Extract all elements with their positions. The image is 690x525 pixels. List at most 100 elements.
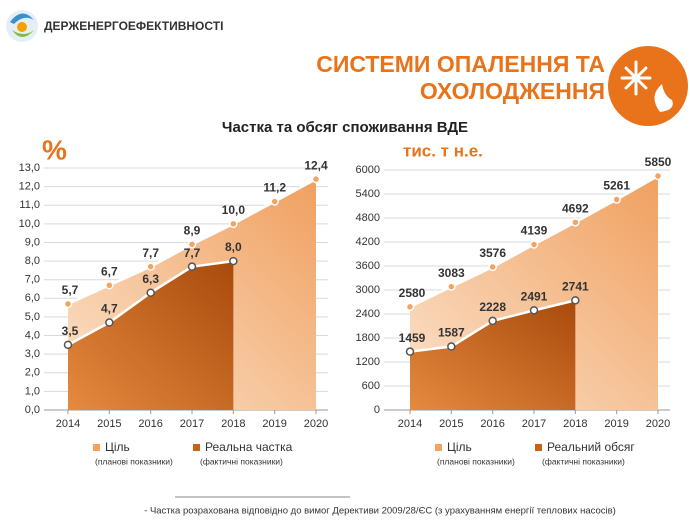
legend-swatch — [535, 444, 542, 451]
point — [187, 262, 197, 271]
x-tick-label: 2015 — [97, 418, 121, 430]
legend-swatch — [193, 444, 200, 451]
org-name: ДЕРЖЕНЕРГОЕФЕКТИВНОСТІ — [44, 19, 223, 33]
point — [488, 316, 497, 326]
legend-label: Ціль — [447, 440, 472, 454]
data-label: 2741 — [562, 280, 589, 294]
y-tick-label: 8,0 — [25, 255, 40, 267]
slide-title: СИСТЕМИ ОПАЛЕННЯ ТА — [316, 51, 605, 77]
point — [229, 256, 238, 266]
data-label: 8,0 — [225, 240, 242, 254]
data-label: 2228 — [479, 300, 506, 314]
data-label: 5261 — [603, 179, 630, 193]
point — [488, 262, 497, 272]
legend-note: (фактичні показники) — [542, 456, 625, 466]
legend-label: Реальний обсяг — [547, 440, 635, 454]
y-tick-label: 0 — [374, 404, 380, 416]
area — [410, 300, 576, 410]
data-label: 4692 — [562, 201, 589, 215]
data-label: 4,7 — [101, 302, 118, 316]
point — [447, 282, 456, 291]
chart-title: Частка та обсяг споживання ВДЕ — [222, 119, 468, 136]
slide-title: ОХОЛОДЖЕННЯ — [420, 78, 605, 104]
area — [68, 261, 234, 410]
y-tick-label: 3,0 — [25, 348, 40, 360]
y-tick-label: 3600 — [356, 260, 380, 272]
point — [311, 174, 321, 184]
unit-label: тис. т н.е. — [403, 141, 483, 160]
legend-note: (фактичні показники) — [200, 456, 283, 466]
data-label: 12,4 — [304, 158, 328, 172]
x-tick-label: 2020 — [646, 418, 670, 430]
data-label: 2491 — [521, 290, 548, 304]
legend-note: (планові показники) — [437, 456, 515, 466]
y-tick-label: 4,0 — [25, 329, 40, 341]
y-tick-label: 1200 — [356, 356, 380, 368]
icon — [608, 46, 688, 126]
point — [63, 299, 73, 309]
point — [571, 296, 580, 305]
x-tick-label: 2017 — [522, 418, 546, 430]
y-tick-label: 10,0 — [19, 218, 40, 230]
y-tick-label: 6000 — [356, 164, 380, 176]
point — [63, 340, 73, 350]
y-tick-label: 1,0 — [25, 385, 40, 397]
x-tick-label: 2017 — [180, 418, 204, 430]
x-tick-label: 2014 — [398, 418, 422, 430]
y-tick-label: 4800 — [356, 212, 380, 224]
y-tick-label: 4200 — [356, 236, 380, 248]
logo — [6, 10, 38, 42]
x-tick-label: 2018 — [563, 418, 587, 430]
y-tick-label: 7,0 — [25, 274, 40, 286]
data-label: 7,7 — [184, 246, 201, 260]
y-tick-label: 5,0 — [25, 311, 40, 323]
legend-swatch — [435, 444, 442, 451]
data-label: 2580 — [399, 286, 426, 300]
x-tick-label: 2020 — [304, 418, 328, 430]
data-label: 5,7 — [62, 283, 79, 297]
point — [405, 347, 415, 356]
x-tick-label: 2018 — [221, 418, 245, 430]
y-tick-label: 2400 — [356, 308, 380, 320]
y-tick-label: 600 — [362, 380, 380, 392]
y-tick-label: 11,0 — [19, 199, 40, 211]
point — [270, 197, 279, 206]
point — [612, 195, 621, 204]
data-label: 6,7 — [101, 264, 118, 278]
x-tick-label: 2015 — [439, 418, 463, 430]
data-label: 5850 — [645, 155, 672, 169]
y-tick-label: 5400 — [356, 188, 380, 200]
point — [653, 171, 663, 181]
y-tick-label: 12,0 — [19, 181, 40, 193]
y-tick-label: 6,0 — [25, 292, 40, 304]
data-label: 6,3 — [142, 272, 159, 286]
data-label: 1459 — [399, 331, 426, 345]
x-tick-label: 2016 — [138, 418, 162, 430]
data-label: 11,2 — [263, 181, 286, 195]
footnote: - Частка розрахована відповідно до вимог… — [144, 506, 616, 517]
data-label: 10,0 — [222, 203, 246, 217]
point — [146, 262, 155, 271]
legend-label: Реальна частка — [205, 440, 293, 454]
point — [146, 288, 155, 297]
point — [105, 318, 114, 327]
y-tick-label: 3000 — [356, 284, 380, 296]
y-tick-label: 2,0 — [25, 367, 40, 379]
legend-swatch — [93, 444, 100, 451]
x-tick-label: 2019 — [262, 418, 286, 430]
data-label: 7,7 — [142, 246, 159, 260]
data-label: 4139 — [521, 224, 548, 238]
point — [105, 281, 114, 290]
point — [529, 240, 539, 249]
data-label: 1587 — [438, 326, 465, 340]
data-label: 3576 — [479, 246, 506, 260]
point — [187, 240, 197, 249]
unit-label: % — [42, 134, 67, 165]
y-tick-label: 13,0 — [19, 162, 40, 174]
y-tick-label: 9,0 — [25, 236, 40, 248]
y-tick-label: 1800 — [356, 332, 380, 344]
legend-note: (планові показники) — [95, 456, 173, 466]
data-label: 8,9 — [184, 223, 201, 237]
point — [405, 302, 415, 312]
